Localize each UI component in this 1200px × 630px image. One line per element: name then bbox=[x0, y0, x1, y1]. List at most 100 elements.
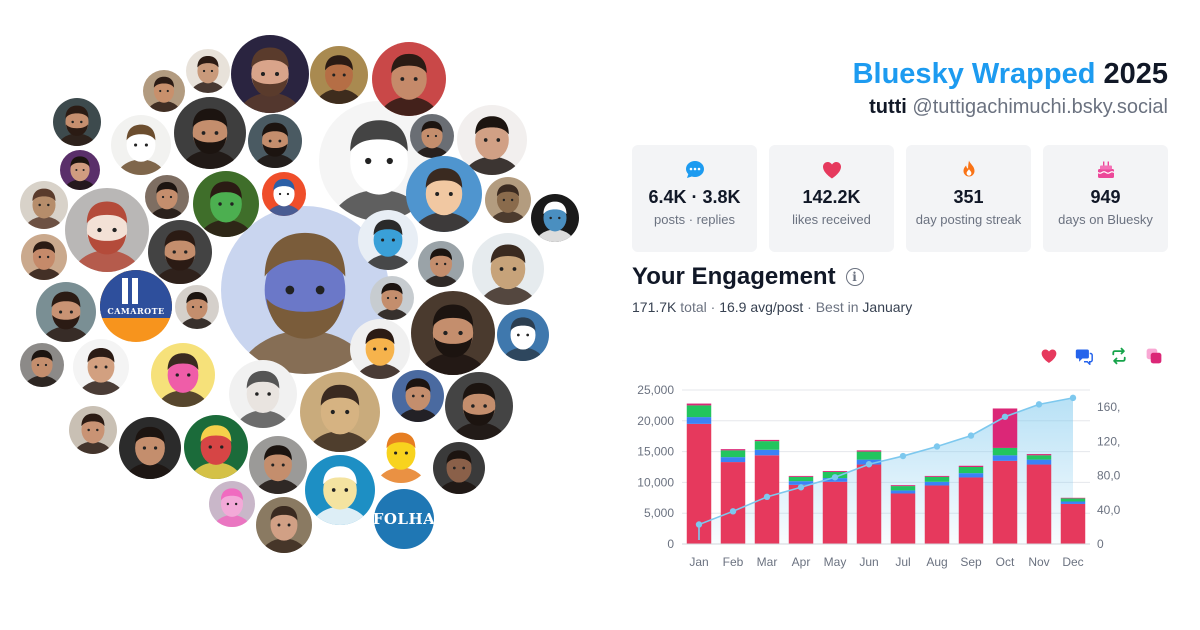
avatar-image bbox=[252, 122, 298, 168]
bar-segment bbox=[958, 473, 984, 478]
avatar[interactable] bbox=[371, 423, 431, 483]
avatar-image bbox=[378, 53, 440, 116]
avatar[interactable] bbox=[310, 46, 368, 104]
avatar-image bbox=[376, 432, 426, 483]
reply-icon[interactable] bbox=[1075, 347, 1093, 366]
avatar[interactable] bbox=[53, 98, 101, 146]
avatar[interactable] bbox=[143, 70, 185, 112]
brand-title: Bluesky Wrapped bbox=[852, 58, 1096, 90]
x-tick-label: Jul bbox=[895, 555, 910, 569]
avatar[interactable] bbox=[358, 210, 418, 270]
engagement-avg: 16.9 avg/post bbox=[719, 299, 804, 315]
avatar[interactable] bbox=[111, 115, 171, 175]
engagement-total: 171.7K bbox=[632, 299, 677, 315]
avatar[interactable] bbox=[20, 181, 68, 229]
display-name: tutti bbox=[869, 96, 907, 118]
avatar[interactable] bbox=[372, 42, 446, 116]
stat-value: 351 bbox=[953, 187, 984, 207]
avatar[interactable] bbox=[73, 339, 129, 395]
avatar[interactable] bbox=[418, 241, 464, 287]
bar-segment bbox=[1060, 498, 1086, 502]
avatar-folha-logo[interactable]: FOLHA bbox=[374, 489, 434, 549]
avatar[interactable] bbox=[184, 415, 248, 479]
avatar-image bbox=[422, 248, 460, 287]
avatar[interactable] bbox=[174, 97, 246, 169]
avatar-image bbox=[266, 179, 302, 216]
avatar-image bbox=[180, 108, 240, 169]
avatar[interactable] bbox=[433, 442, 485, 494]
avatar[interactable] bbox=[186, 49, 230, 93]
quote-icon[interactable] bbox=[1145, 347, 1163, 365]
avatar[interactable] bbox=[305, 455, 375, 525]
avatar[interactable] bbox=[20, 343, 64, 387]
engagement-best-month: January bbox=[862, 299, 913, 315]
avatar[interactable] bbox=[229, 360, 297, 428]
bar-segment bbox=[788, 475, 814, 477]
y-tick-label: 10,000 bbox=[637, 475, 674, 489]
avatar-image bbox=[363, 219, 413, 270]
avatar[interactable] bbox=[392, 370, 444, 422]
x-tick-label: May bbox=[824, 555, 847, 569]
bar-segment bbox=[924, 476, 950, 482]
avatar[interactable] bbox=[193, 171, 259, 237]
avatar[interactable] bbox=[262, 172, 306, 216]
avatar-image bbox=[261, 505, 307, 553]
avatar[interactable] bbox=[151, 343, 215, 407]
avatar[interactable] bbox=[300, 372, 380, 452]
bar-segment bbox=[992, 460, 1018, 544]
avatar[interactable] bbox=[231, 35, 309, 113]
x-tick-label: Jan bbox=[689, 555, 708, 569]
avatar[interactable] bbox=[69, 406, 117, 454]
avatar[interactable] bbox=[457, 105, 527, 175]
avatar-image bbox=[238, 47, 302, 113]
flame-icon bbox=[906, 159, 1031, 181]
avatar[interactable] bbox=[36, 282, 96, 342]
bar-segment bbox=[890, 490, 916, 494]
bar-segment bbox=[890, 486, 916, 491]
avatar[interactable] bbox=[350, 319, 410, 379]
bar-segment bbox=[788, 476, 814, 482]
avatar[interactable] bbox=[531, 194, 579, 242]
avatar[interactable] bbox=[249, 436, 307, 494]
avatar-image bbox=[199, 181, 253, 237]
avatar[interactable] bbox=[65, 188, 149, 272]
avatar[interactable] bbox=[119, 417, 181, 479]
bar-segment bbox=[1060, 503, 1086, 544]
y-tick-label: 25,000 bbox=[637, 383, 674, 397]
avatar-image bbox=[396, 378, 440, 422]
heart-icon[interactable] bbox=[1040, 347, 1058, 365]
y-tick-label: 20,000 bbox=[637, 414, 674, 428]
avatar-image bbox=[73, 413, 113, 454]
x-tick-label: Mar bbox=[757, 555, 778, 569]
bar-segment bbox=[924, 481, 950, 486]
stat-label: posts · replies bbox=[654, 212, 735, 227]
avatar-image bbox=[489, 184, 527, 223]
avatar[interactable] bbox=[209, 481, 255, 527]
engagement-title: Your Engagement i bbox=[632, 263, 864, 291]
avatar[interactable] bbox=[256, 497, 312, 553]
avatar[interactable] bbox=[21, 234, 67, 280]
bar-segment bbox=[958, 477, 984, 544]
avatar-cluster: FOLHA CAMAROTE bbox=[20, 35, 579, 553]
avatar[interactable] bbox=[60, 150, 100, 190]
y2-tick-label: 160,000 bbox=[1097, 400, 1120, 414]
avatar[interactable] bbox=[485, 177, 531, 223]
avatar[interactable] bbox=[445, 372, 513, 440]
info-icon[interactable]: i bbox=[845, 268, 864, 286]
avatar[interactable] bbox=[248, 114, 302, 168]
avatar[interactable] bbox=[411, 291, 495, 375]
avatar[interactable] bbox=[406, 156, 482, 232]
avatar[interactable] bbox=[410, 114, 454, 158]
avatar[interactable] bbox=[497, 309, 549, 361]
avatar[interactable] bbox=[145, 175, 189, 219]
avatar-image bbox=[412, 168, 476, 232]
bar-segment bbox=[686, 417, 712, 424]
chart-legend bbox=[1040, 347, 1163, 366]
avatar[interactable] bbox=[175, 285, 219, 329]
avatar[interactable] bbox=[370, 276, 414, 320]
avatar[interactable] bbox=[472, 233, 544, 305]
stat-label: days on Bluesky bbox=[1058, 212, 1153, 227]
avatar-camarote-logo[interactable]: CAMAROTE bbox=[100, 270, 172, 342]
cake-icon bbox=[1043, 159, 1168, 181]
repost-icon[interactable] bbox=[1110, 347, 1128, 365]
